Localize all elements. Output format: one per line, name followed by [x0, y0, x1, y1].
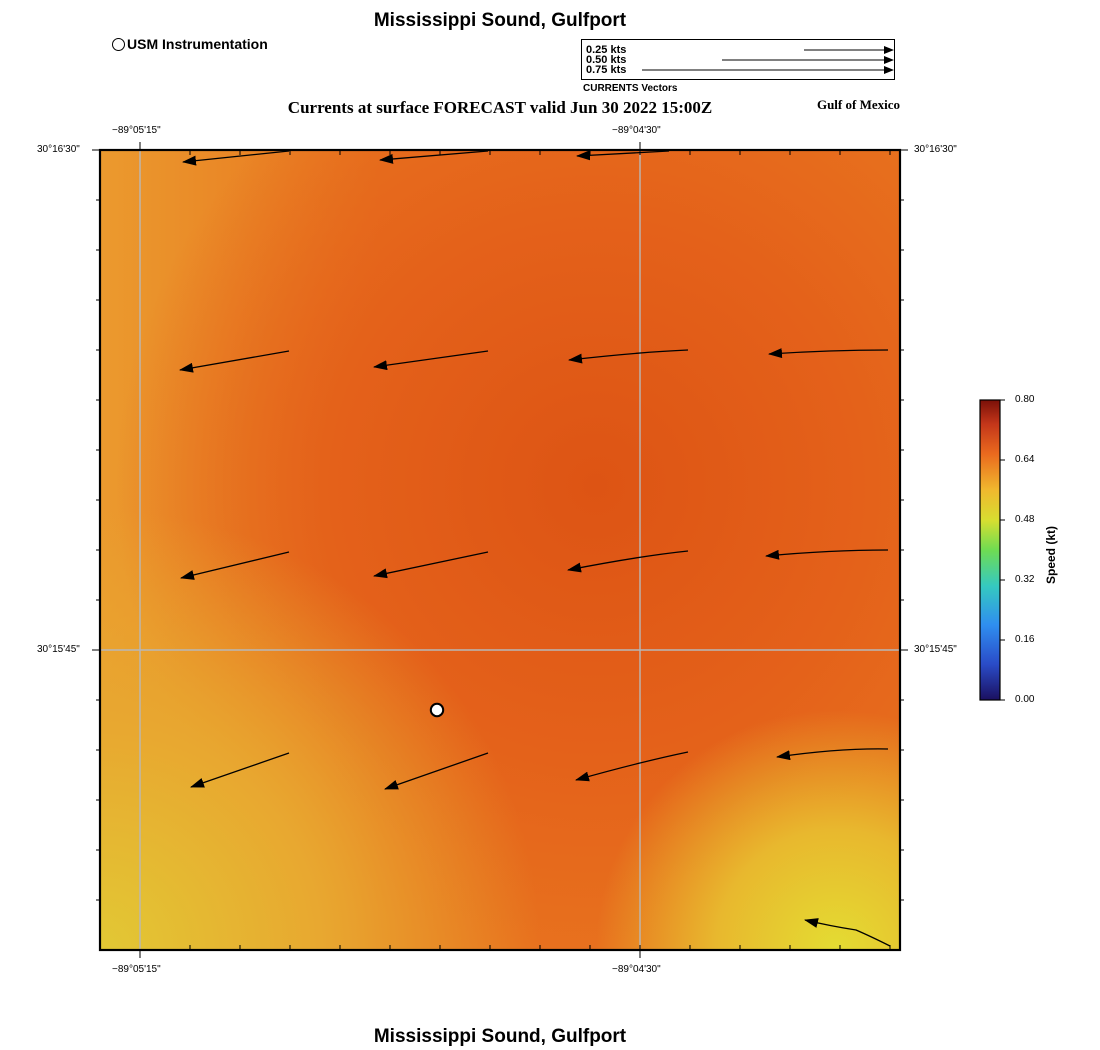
current-vectors [179, 150, 891, 947]
vector-legend-label-025: 0.25 kts [586, 44, 627, 56]
current-vector [568, 349, 689, 364]
current-vector [373, 350, 489, 371]
circle-station-icon [112, 37, 125, 51]
footer-title: Mississippi Sound, Gulfport [373, 1026, 627, 1047]
current-vector [567, 550, 689, 573]
lat-tick-left-1: 30°16'30" [37, 144, 80, 155]
current-vector [379, 150, 489, 164]
colorbar-tick-label: 0.64 [1015, 454, 1035, 465]
vector-legend-caption: CURRENTS Vectors [583, 83, 678, 94]
vector-legend-label-050: 0.50 kts [586, 54, 627, 66]
colorbar [979, 399, 1005, 701]
colorbar-tick-label: 0.80 [1015, 394, 1035, 405]
map-subtitle: Currents at surface FORECAST valid Jun 3… [287, 98, 713, 117]
current-vector [179, 350, 290, 373]
vector-legend-arrows [642, 46, 894, 74]
current-vector [373, 551, 489, 579]
map-title: Mississippi Sound, Gulfport [373, 10, 627, 31]
lon-tick-top-2: −89°04'30" [612, 125, 661, 136]
colorbar-ramp [979, 399, 1001, 701]
lon-tick-top-1: −89°05'15" [112, 125, 161, 136]
usm-station-marker [429, 702, 445, 718]
lat-tick-right-1: 30°16'30" [914, 144, 957, 155]
lat-tick-left-2: 30°15'45" [37, 644, 80, 655]
current-vector [776, 748, 889, 761]
current-vector [190, 752, 290, 788]
region-label: Gulf of Mexico [816, 97, 900, 112]
colorbar-tick-label: 0.48 [1015, 514, 1035, 525]
vector-legend-box: 0.25 kts 0.50 kts 0.75 kts [581, 39, 895, 80]
current-vector [765, 549, 889, 560]
vector-legend-label-075: 0.75 kts [586, 64, 627, 76]
current-vector [768, 348, 889, 359]
lat-tick-right-2: 30°15'45" [914, 644, 957, 655]
graticule [100, 150, 900, 950]
current-vector [576, 150, 670, 161]
current-vector [384, 752, 489, 790]
station-legend: USM Instrumentation [112, 36, 268, 52]
lon-tick-bottom-1: −89°05'15" [112, 964, 161, 975]
colorbar-title: Speed (kt) [1044, 525, 1058, 584]
lon-tick-bottom-2: −89°04'30" [612, 964, 661, 975]
colorbar-tick-label: 0.32 [1015, 574, 1035, 585]
current-vector [804, 918, 891, 947]
speed-field [100, 150, 900, 950]
current-vector [575, 751, 689, 782]
colorbar-tick-label: 0.00 [1015, 694, 1035, 705]
current-vector [180, 551, 290, 580]
current-vector [182, 150, 290, 166]
station-legend-label: USM Instrumentation [127, 36, 268, 52]
colorbar-tick-label: 0.16 [1015, 634, 1035, 645]
